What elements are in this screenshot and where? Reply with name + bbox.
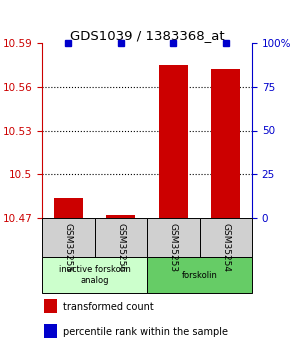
Text: GSM35255: GSM35255 bbox=[64, 223, 73, 272]
Bar bbox=[211, 69, 240, 218]
Text: GSM35254: GSM35254 bbox=[221, 223, 230, 272]
Text: transformed count: transformed count bbox=[63, 302, 154, 312]
Text: forskolin: forskolin bbox=[182, 270, 218, 279]
Bar bbox=[95, 218, 147, 257]
Bar bbox=[42, 218, 95, 257]
Bar bbox=[147, 257, 252, 293]
Bar bbox=[42, 257, 147, 293]
Text: GSM35256: GSM35256 bbox=[116, 223, 125, 272]
Bar bbox=[106, 215, 135, 218]
Text: inactive forskolin
analog: inactive forskolin analog bbox=[59, 265, 130, 285]
Bar bbox=[44, 299, 57, 313]
Text: percentile rank within the sample: percentile rank within the sample bbox=[63, 327, 228, 337]
Bar bbox=[54, 198, 83, 218]
Text: GSM35253: GSM35253 bbox=[169, 223, 178, 272]
Bar bbox=[147, 218, 200, 257]
Bar bbox=[159, 65, 188, 218]
Bar bbox=[44, 324, 57, 338]
Bar bbox=[200, 218, 252, 257]
Title: GDS1039 / 1383368_at: GDS1039 / 1383368_at bbox=[70, 29, 224, 42]
